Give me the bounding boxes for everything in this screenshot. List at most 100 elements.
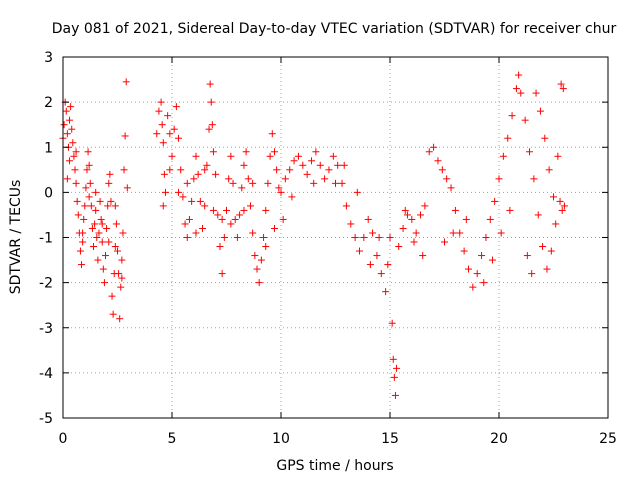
data-point — [408, 215, 416, 223]
data-point — [273, 166, 281, 174]
data-point — [384, 261, 392, 269]
data-point — [216, 243, 224, 251]
data-point — [159, 202, 167, 210]
y-tick-label: -3 — [39, 321, 53, 337]
data-point — [391, 391, 399, 399]
data-point — [377, 270, 385, 278]
data-point — [207, 98, 215, 106]
data-point — [547, 247, 555, 255]
data-point — [105, 238, 113, 246]
data-point — [456, 229, 464, 237]
data-point — [246, 202, 254, 210]
data-point — [118, 256, 126, 264]
y-tick-label: 3 — [44, 50, 53, 66]
data-point — [83, 166, 91, 174]
data-point — [60, 121, 68, 129]
y-tick-label: -2 — [39, 276, 53, 292]
data-point — [120, 166, 128, 174]
data-point — [155, 107, 163, 115]
data-point — [181, 220, 189, 228]
data-point — [62, 107, 70, 115]
data-point — [66, 157, 74, 165]
data-point — [310, 179, 318, 187]
data-point — [233, 234, 241, 241]
data-point — [168, 152, 176, 160]
grid-lines — [63, 57, 608, 418]
y-tick-label: 1 — [44, 140, 53, 156]
data-point — [73, 197, 81, 205]
data-point — [103, 224, 111, 232]
data-point — [399, 224, 407, 232]
data-point — [188, 197, 196, 205]
data-point — [366, 261, 374, 269]
data-point — [201, 202, 209, 210]
data-point — [257, 256, 265, 264]
data-point — [255, 279, 263, 287]
data-point — [79, 229, 87, 237]
data-point — [223, 206, 230, 214]
data-point — [86, 179, 94, 187]
data-point — [225, 175, 233, 183]
data-point — [382, 288, 390, 296]
data-point — [528, 270, 536, 278]
data-point — [504, 134, 512, 142]
chart-title: Day 081 of 2021, Sidereal Day-to-day VTE… — [52, 21, 617, 37]
data-point — [464, 265, 472, 273]
data-point — [69, 139, 77, 147]
data-point — [111, 243, 119, 251]
data-point — [117, 283, 125, 291]
data-point — [242, 148, 250, 156]
data-point — [438, 166, 446, 174]
data-point — [164, 112, 172, 120]
data-point — [119, 229, 127, 237]
data-point — [419, 252, 427, 260]
data-point — [449, 229, 457, 237]
data-point — [410, 238, 418, 246]
data-point — [277, 188, 285, 196]
data-point — [88, 224, 96, 232]
data-point — [218, 270, 226, 278]
data-point — [262, 206, 270, 214]
data-point — [201, 166, 209, 174]
data-point — [196, 197, 204, 205]
data-point — [251, 252, 259, 260]
data-point — [329, 152, 337, 160]
data-point — [104, 202, 112, 210]
data-point — [506, 206, 514, 214]
data-point — [560, 202, 568, 210]
data-point — [482, 234, 490, 241]
data-point — [294, 152, 302, 160]
data-point — [351, 234, 359, 241]
data-point — [220, 234, 228, 241]
data-point — [82, 184, 90, 192]
data-point — [231, 215, 239, 223]
data-point — [390, 373, 398, 381]
data-point — [229, 179, 237, 187]
data-point — [209, 148, 217, 156]
data-point — [386, 234, 394, 241]
data-point — [434, 157, 442, 165]
data-point — [360, 234, 368, 241]
data-point — [486, 215, 494, 223]
data-point — [175, 134, 183, 142]
data-point — [80, 215, 88, 223]
data-point — [552, 220, 560, 228]
data-point — [199, 224, 207, 232]
data-point — [79, 238, 87, 246]
data-point — [534, 211, 542, 219]
data-point — [109, 310, 117, 318]
data-point — [227, 152, 235, 160]
data-point — [172, 103, 180, 111]
data-point — [495, 175, 503, 183]
data-point — [441, 238, 448, 246]
data-point — [264, 179, 272, 187]
data-point — [98, 238, 106, 246]
data-point — [99, 265, 107, 273]
data-point — [160, 170, 168, 178]
data-point — [515, 71, 523, 79]
data-point — [78, 261, 86, 269]
data-point — [557, 80, 565, 88]
data-point — [114, 247, 121, 255]
data-point — [94, 256, 102, 264]
data-point — [488, 256, 496, 264]
